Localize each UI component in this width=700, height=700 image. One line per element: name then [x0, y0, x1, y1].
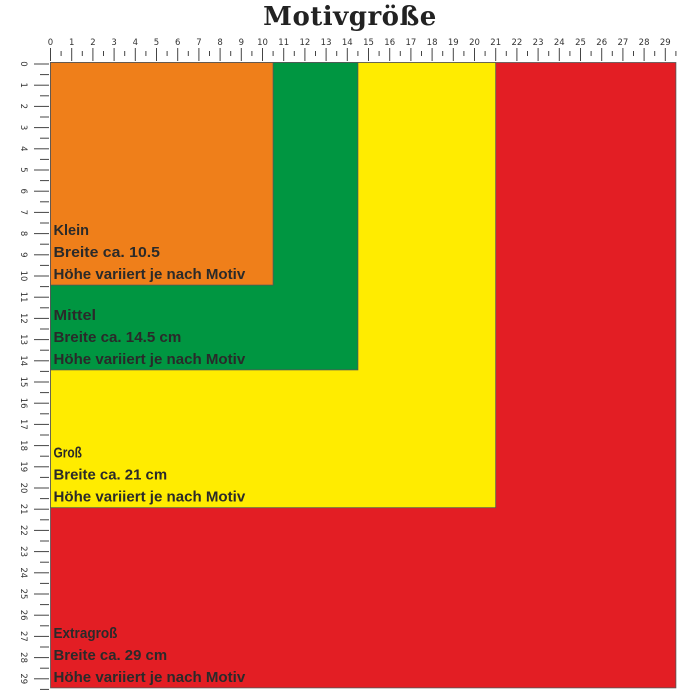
size-label-line: Breite ca. 14.5 cm: [54, 329, 182, 346]
ruler-label-top: 18: [427, 38, 438, 48]
ruler-label-top: 4: [133, 38, 138, 48]
ruler-label-left: 26: [18, 610, 28, 621]
ruler-label-left: 18: [18, 440, 28, 451]
size-label-line: Groß: [54, 445, 82, 462]
size-label-line: Breite ca. 10.5: [54, 244, 161, 261]
ruler-label-left: 15: [18, 377, 28, 388]
ruler-label-top: 20: [469, 38, 480, 48]
ruler-label-top: 15: [363, 38, 374, 48]
size-label-line: Höhe variiert je nach Motiv: [54, 266, 246, 283]
ruler-label-left: 1: [18, 82, 28, 87]
ruler-label-left: 28: [18, 652, 28, 663]
ruler-label-left: 6: [18, 188, 28, 193]
ruler-label-top: 17: [405, 38, 416, 48]
ruler-label-top: 10: [257, 38, 268, 48]
ruler-label-top: 14: [342, 38, 353, 48]
ruler-label-left: 4: [18, 146, 28, 151]
size-label-line: Breite ca. 29 cm: [54, 647, 168, 664]
size-label-line: Breite ca. 21 cm: [54, 467, 168, 484]
ruler-label-top: 23: [533, 38, 544, 48]
ruler-label-left: 9: [18, 252, 28, 257]
ruler-label-top: 26: [596, 38, 607, 48]
size-label-line: Klein: [54, 222, 90, 239]
ruler-label-top: 16: [384, 38, 395, 48]
size-label-line: Mittel: [54, 307, 97, 324]
ruler-label-top: 6: [175, 38, 180, 48]
ruler-label-top: 0: [48, 38, 53, 48]
ruler-label-left: 0: [18, 61, 28, 66]
ruler-label-top: 22: [511, 38, 522, 48]
ruler-label-top: 19: [448, 38, 459, 48]
size-label-line: Höhe variiert je nach Motiv: [54, 669, 246, 686]
ruler-label-left: 17: [18, 419, 28, 430]
ruler-label-top: 12: [299, 38, 310, 48]
ruler-label-top: 25: [575, 38, 586, 48]
ruler-label-top: 3: [111, 38, 116, 48]
ruler-label-left: 2: [18, 104, 28, 109]
ruler-label-left: 14: [18, 355, 28, 366]
ruler-label-left: 13: [18, 334, 28, 345]
ruler-label-left: 12: [18, 313, 28, 324]
ruler-label-top: 2: [90, 38, 95, 48]
page-title: Motivgröße: [263, 2, 437, 32]
ruler-label-top: 28: [639, 38, 650, 48]
ruler-label-top: 5: [154, 38, 159, 48]
ruler-label-left: 11: [18, 292, 28, 303]
ruler-label-left: 27: [18, 631, 28, 642]
ruler-label-top: 8: [217, 38, 222, 48]
ruler-label-left: 7: [18, 210, 28, 215]
ruler-label-top: 11: [278, 38, 289, 48]
ruler-label-top: 13: [321, 38, 332, 48]
size-label-line: Höhe variiert je nach Motiv: [54, 489, 246, 506]
ruler-label-top: 27: [617, 38, 628, 48]
ruler-label-top: 21: [490, 38, 501, 48]
ruler-label-left: 16: [18, 398, 28, 409]
ruler-label-left: 23: [18, 546, 28, 557]
ruler-label-left: 10: [18, 271, 28, 282]
ruler-label-top: 9: [239, 38, 244, 48]
ruler-label-left: 21: [18, 504, 28, 515]
ruler-label-left: 25: [18, 589, 28, 600]
ruler-label-top: 24: [554, 38, 565, 48]
ruler-label-left: 29: [18, 673, 28, 684]
size-label-line: Höhe variiert je nach Motiv: [54, 351, 246, 368]
ruler-label-left: 20: [18, 483, 28, 494]
ruler-label-left: 5: [18, 167, 28, 172]
ruler-label-left: 24: [18, 567, 28, 578]
ruler-label-left: 3: [18, 125, 28, 130]
size-rect-klein: [50, 62, 274, 286]
size-label-line: Extragroß: [54, 625, 118, 642]
ruler-label-left: 19: [18, 461, 28, 472]
ruler-label-top: 1: [69, 38, 74, 48]
ruler-label-left: 22: [18, 525, 28, 536]
ruler-label-left: 8: [18, 231, 28, 236]
ruler-label-top: 29: [660, 38, 671, 48]
ruler-label-top: 7: [196, 38, 201, 48]
